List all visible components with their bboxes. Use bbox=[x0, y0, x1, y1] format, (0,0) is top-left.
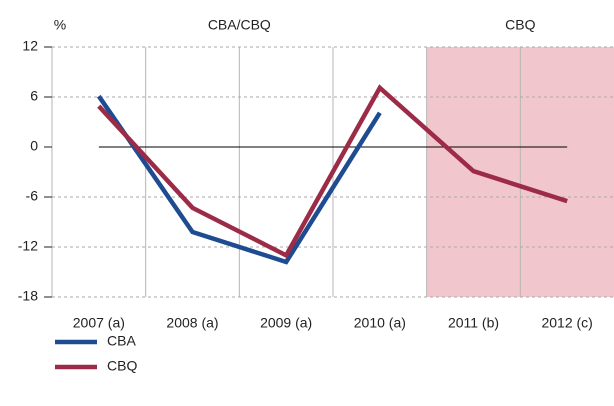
x-tick-label: 2009 (a) bbox=[260, 315, 312, 331]
x-tick-label: 2012 (c) bbox=[541, 315, 592, 331]
y-tick-label: 6 bbox=[30, 88, 38, 104]
x-tick-label: 2011 (b) bbox=[448, 315, 499, 331]
series-line bbox=[97, 84, 568, 259]
unit-label: % bbox=[54, 17, 66, 33]
y-tick-label: 12 bbox=[22, 38, 38, 54]
y-tick-label: -6 bbox=[26, 188, 39, 204]
legend-label: CBQ bbox=[107, 358, 137, 374]
x-tick-label: 2010 (a) bbox=[354, 315, 406, 331]
x-tick-label: 2007 (a) bbox=[73, 315, 125, 331]
y-tick-label: -18 bbox=[18, 288, 38, 304]
annotation: CBQ bbox=[505, 17, 535, 33]
legend-label: CBA bbox=[107, 333, 136, 349]
annotation: CBA/CBQ bbox=[208, 17, 271, 33]
x-tick-label: 2008 (a) bbox=[166, 315, 218, 331]
y-tick-label: -12 bbox=[18, 238, 38, 254]
series-line bbox=[96, 94, 382, 265]
y-tick-label: 0 bbox=[30, 138, 38, 154]
